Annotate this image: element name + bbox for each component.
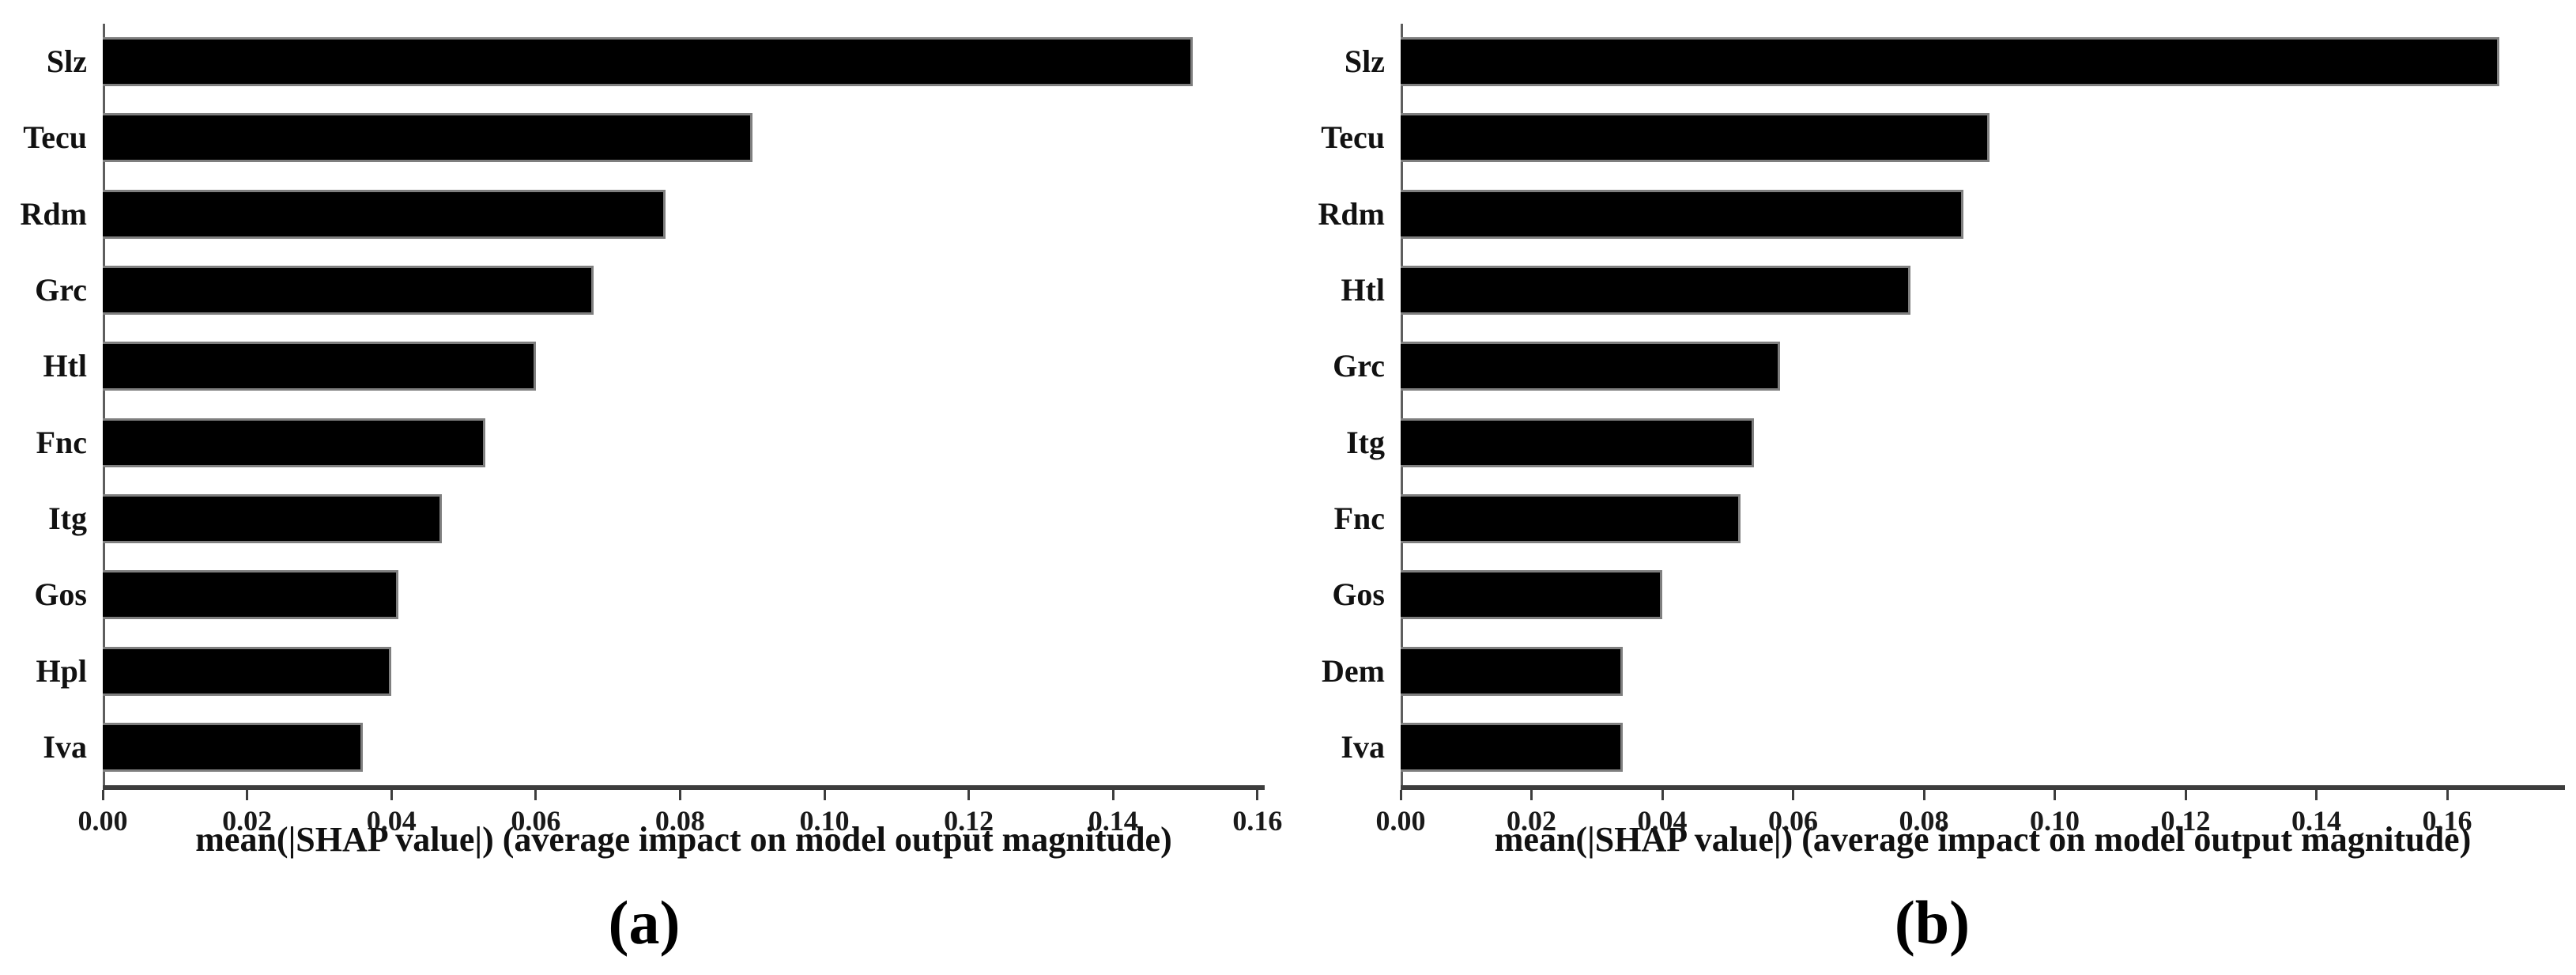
bar-iva — [103, 722, 363, 772]
bar-tecu — [1401, 113, 1990, 163]
bar-grc — [103, 266, 594, 316]
bar-gos — [1401, 570, 1662, 620]
x-axis-line — [103, 785, 1265, 790]
x-tick-mark — [101, 790, 104, 800]
x-tick-mark — [823, 790, 826, 800]
x-tick-label: 0.16 — [1232, 805, 1283, 837]
y-category-label: Tecu — [1321, 119, 1385, 156]
x-tick-label: 0.14 — [2291, 805, 2342, 837]
x-tick-mark — [246, 790, 249, 800]
x-tick-label: 0.04 — [1637, 805, 1688, 837]
x-tick-label: 0.10 — [2030, 805, 2080, 837]
bar-fnc — [103, 418, 485, 467]
y-category-label: Htl — [43, 348, 87, 384]
x-tick-mark — [1111, 790, 1115, 800]
x-tick-label: 0.14 — [1088, 805, 1138, 837]
bar-gos — [103, 570, 399, 620]
y-category-label: Fnc — [1333, 500, 1385, 536]
y-category-label: Itg — [1346, 424, 1385, 460]
bar-grc — [1401, 342, 1780, 391]
x-tick-mark — [1530, 790, 1533, 800]
y-axis-line — [103, 24, 105, 785]
x-tick-mark — [678, 790, 681, 800]
x-tick-mark — [967, 790, 971, 800]
y-category-label: Slz — [1344, 43, 1385, 80]
y-axis-line — [1401, 24, 1403, 785]
y-category-label: Tecu — [23, 119, 87, 156]
bar-htl — [1401, 266, 1911, 316]
y-category-label: Hpl — [36, 652, 87, 689]
bar-itg — [103, 493, 443, 543]
x-tick-label: 0.06 — [511, 805, 561, 837]
bar-dem — [1401, 646, 1624, 696]
bar-slz — [1401, 37, 2500, 87]
bar-itg — [1401, 418, 1754, 467]
y-category-label: Gos — [34, 576, 87, 613]
x-tick-label: 0.08 — [1899, 805, 1949, 837]
y-category-label: Rdm — [1318, 195, 1385, 232]
x-tick-label: 0.10 — [799, 805, 850, 837]
bar-rdm — [103, 189, 666, 239]
x-tick-mark — [1256, 790, 1259, 800]
x-tick-mark — [2446, 790, 2449, 800]
x-tick-mark — [1661, 790, 1664, 800]
x-tick-label: 0.04 — [366, 805, 417, 837]
x-axis-line — [1401, 785, 2565, 790]
x-axis-label: mean(|SHAP value|) (average impact on mo… — [1494, 820, 2472, 859]
x-tick-label: 0.00 — [1375, 805, 1426, 837]
bar-rdm — [1401, 189, 1963, 239]
bar-tecu — [103, 113, 752, 163]
x-axis-label: mean(|SHAP value|) (average impact on mo… — [195, 820, 1172, 859]
x-tick-mark — [2315, 790, 2318, 800]
x-tick-label: 0.02 — [1507, 805, 1556, 837]
y-category-label: Itg — [48, 500, 87, 536]
x-tick-mark — [1792, 790, 1795, 800]
chart-panel-b: mean(|SHAP value|) (average impact on mo… — [1288, 0, 2576, 975]
x-tick-mark — [534, 790, 537, 800]
x-tick-label: 0.06 — [1768, 805, 1819, 837]
x-tick-mark — [1399, 790, 1402, 800]
chart-panel-a: mean(|SHAP value|) (average impact on mo… — [20, 24, 1282, 957]
subfigure-caption-b: (b) — [1894, 888, 1971, 957]
y-category-label: Htl — [1341, 272, 1385, 308]
x-tick-label: 0.02 — [222, 805, 273, 837]
x-tick-label: 0.00 — [77, 805, 128, 837]
x-tick-label: 0.08 — [654, 805, 705, 837]
bar-hpl — [103, 646, 392, 696]
y-category-label: Iva — [1341, 728, 1385, 765]
y-category-label: Rdm — [20, 195, 87, 232]
y-category-label: Gos — [1332, 576, 1385, 613]
subfigure-caption-a: (a) — [608, 888, 681, 957]
y-category-label: Grc — [1333, 348, 1385, 384]
x-tick-mark — [2184, 790, 2187, 800]
y-category-label: Fnc — [36, 424, 87, 460]
x-tick-label: 0.12 — [944, 805, 994, 837]
x-tick-mark — [1922, 790, 1925, 800]
bar-fnc — [1401, 493, 1741, 543]
y-category-label: Slz — [46, 43, 87, 80]
y-category-label: Dem — [1322, 652, 1385, 689]
x-tick-label: 0.16 — [2422, 805, 2472, 837]
x-tick-label: 0.12 — [2160, 805, 2211, 837]
x-tick-mark — [2054, 790, 2057, 800]
x-tick-mark — [390, 790, 393, 800]
bar-slz — [103, 37, 1193, 87]
y-category-label: Grc — [35, 272, 87, 308]
bar-iva — [1401, 722, 1624, 772]
bar-htl — [103, 342, 536, 391]
y-category-label: Iva — [43, 728, 87, 765]
